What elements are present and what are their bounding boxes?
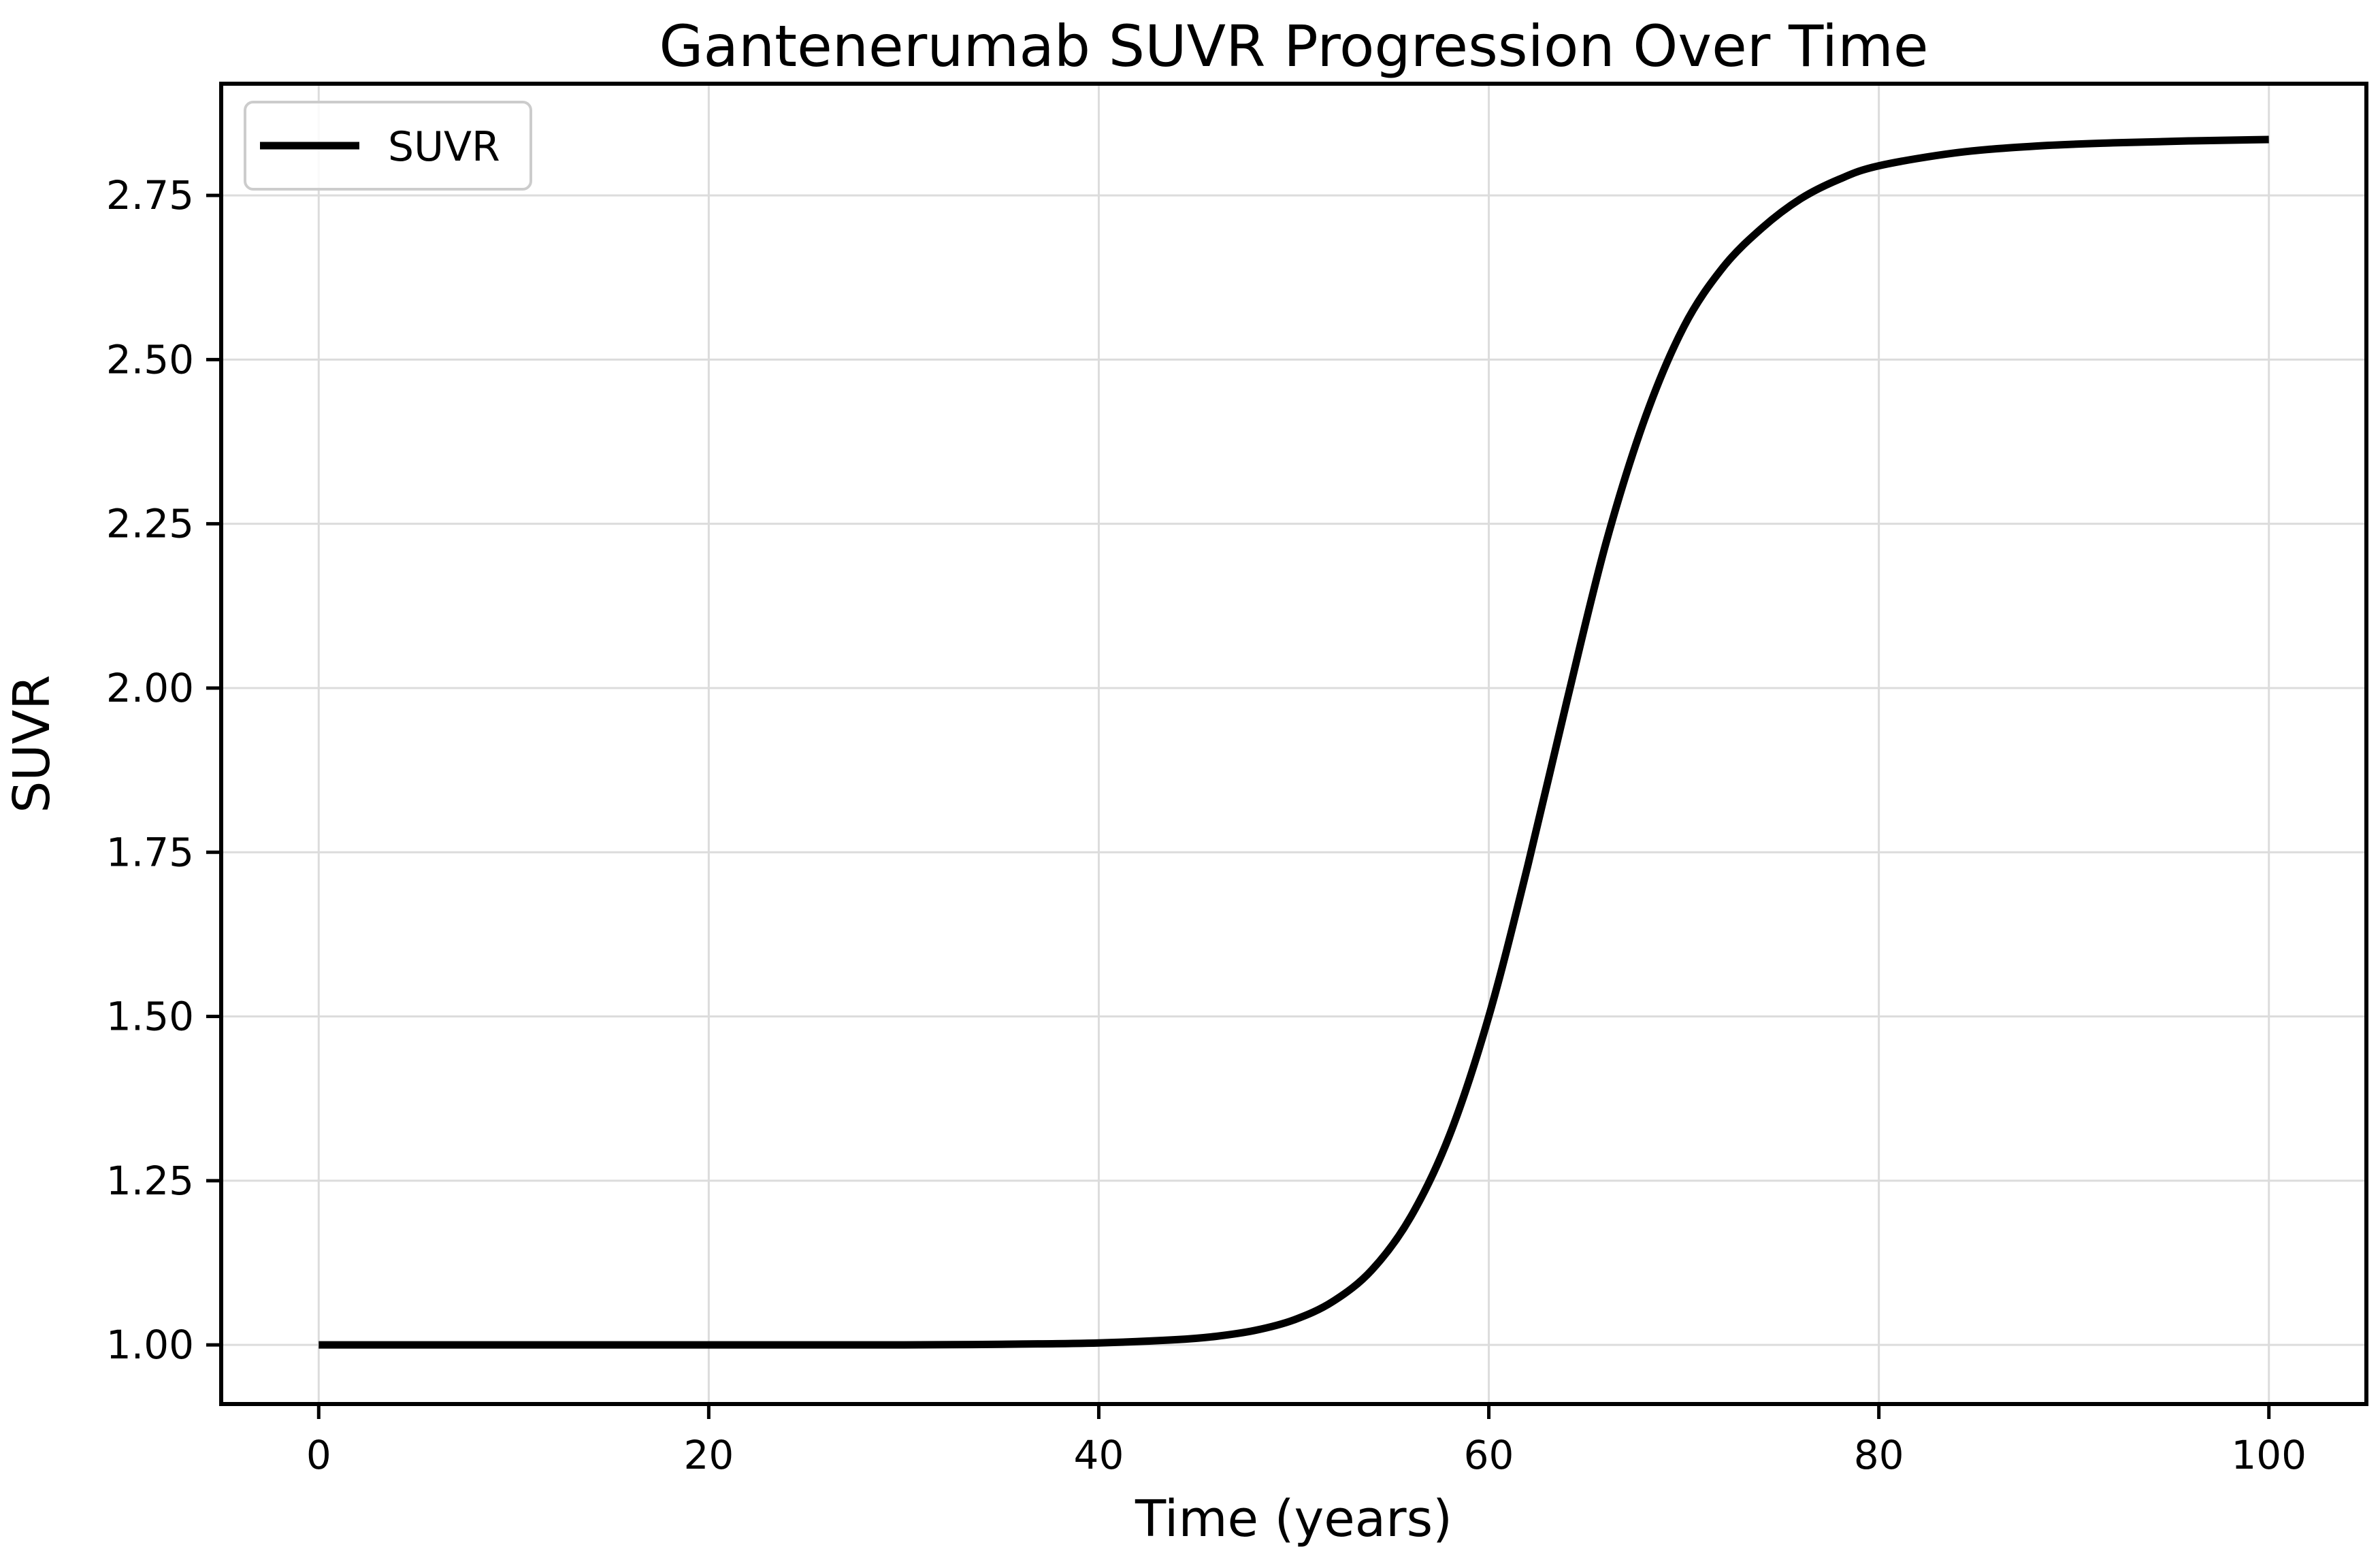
x-axis-label: Time (years) [1135,1490,1452,1548]
y-tick-label: 1.25 [106,1158,194,1204]
y-tick-label: 2.50 [106,336,194,382]
legend-box [244,101,532,191]
plot-frame [219,82,2368,1406]
x-tick-label: 80 [1854,1432,1904,1478]
legend-label-suvr: SUVR [388,123,500,171]
y-tick-label: 2.00 [106,665,194,711]
y-tick-label: 2.25 [106,501,194,547]
y-tick-label: 1.50 [106,994,194,1040]
y-tick-label: 1.75 [106,829,194,875]
grid-lines [221,84,2366,1404]
x-tick-label: 40 [1074,1432,1124,1478]
series-layer [319,135,2269,1349]
x-tick-label: 60 [1464,1432,1514,1478]
x-tick-label: 0 [306,1432,331,1478]
y-tick-label: 1.00 [106,1322,194,1368]
y-tick-label: 2.75 [106,172,194,218]
y-axis-label: SUVR [3,674,61,813]
legend: SUVR [244,101,532,191]
y-axis-ticks: 1.00 1.25 1.50 1.75 2.00 2.25 2.50 2.75 [106,172,221,1368]
series-line-suvr [319,135,2269,1349]
x-axis-ticks: 0 20 40 60 80 100 [306,1404,2306,1478]
x-tick-label: 100 [2231,1432,2306,1478]
x-tick-label: 20 [683,1432,734,1478]
chart-title: Gantenerumab SUVR Progression Over Time [659,13,1928,80]
